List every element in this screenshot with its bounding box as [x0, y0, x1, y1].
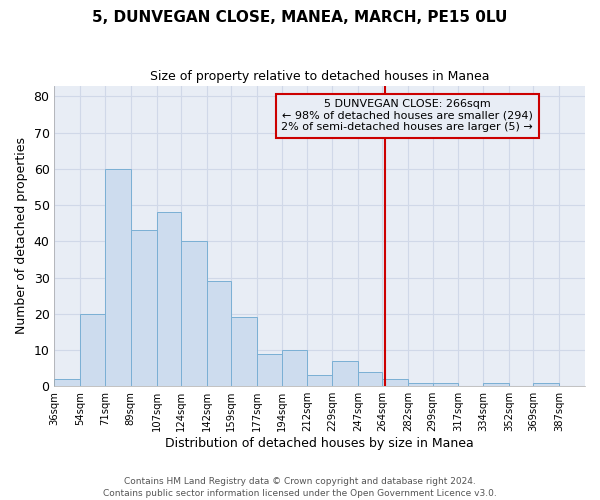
- Text: Contains HM Land Registry data © Crown copyright and database right 2024.
Contai: Contains HM Land Registry data © Crown c…: [103, 476, 497, 498]
- Bar: [307, 376, 332, 386]
- Bar: [257, 354, 281, 386]
- Bar: [80, 314, 105, 386]
- Bar: [358, 372, 382, 386]
- Bar: [533, 382, 559, 386]
- Text: 5, DUNVEGAN CLOSE, MANEA, MARCH, PE15 0LU: 5, DUNVEGAN CLOSE, MANEA, MARCH, PE15 0L…: [92, 10, 508, 25]
- Y-axis label: Number of detached properties: Number of detached properties: [15, 138, 28, 334]
- Bar: [382, 379, 408, 386]
- Bar: [55, 379, 80, 386]
- Bar: [181, 242, 207, 386]
- Bar: [408, 382, 433, 386]
- Bar: [231, 318, 257, 386]
- Title: Size of property relative to detached houses in Manea: Size of property relative to detached ho…: [150, 70, 490, 83]
- Bar: [332, 361, 358, 386]
- Bar: [131, 230, 157, 386]
- Bar: [433, 382, 458, 386]
- Bar: [207, 281, 231, 386]
- Bar: [483, 382, 509, 386]
- Text: 5 DUNVEGAN CLOSE: 266sqm
← 98% of detached houses are smaller (294)
2% of semi-d: 5 DUNVEGAN CLOSE: 266sqm ← 98% of detach…: [281, 99, 533, 132]
- Bar: [157, 212, 181, 386]
- Bar: [105, 169, 131, 386]
- Bar: [281, 350, 307, 386]
- X-axis label: Distribution of detached houses by size in Manea: Distribution of detached houses by size …: [166, 437, 474, 450]
